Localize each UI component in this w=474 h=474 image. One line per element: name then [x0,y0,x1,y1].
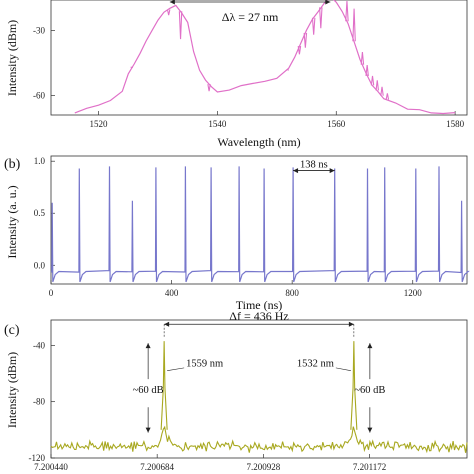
annotation-label: Δλ = 27 nm [222,10,279,24]
db-label: ~60 dB [133,385,164,396]
peak-label: 1532 nm [297,358,334,369]
spectral-spike [166,9,171,16]
x-tick-label: 7.201172 [353,462,386,472]
plot-frame-rf-spectrum [50,319,468,459]
plot-frame-spectrum [50,0,468,116]
x-tick-label: 1540 [208,119,227,129]
arrow-head [293,168,299,174]
y-tick-label: 1.0 [34,156,46,166]
annotation-period: 138 ns [293,160,335,174]
arrow-head [145,427,151,433]
series-spectrum [74,0,456,115]
spectral-spike [178,11,183,40]
arrow-head [348,321,354,327]
x-tick-label: 7.200928 [246,462,280,472]
arrow-head [164,321,170,327]
series-pulse-train [50,166,470,283]
arrow-head [367,427,373,433]
y-axis-label-spectrum: Intensity (dBm) [5,20,19,96]
series-rf-spectrum [50,341,468,454]
panel-label-b: (b) [4,157,21,172]
spectral-spike [297,45,302,55]
y-tick-label: -30 [33,25,45,35]
spectral-spike [360,52,365,65]
x-tick-label: 0 [49,288,54,298]
arrow-head [367,343,373,349]
y-tick-label: 0.5 [34,208,46,218]
spectral-spike [303,32,308,48]
chart-pulse-train: (b) 0 400 800 1200 1.0 0.5 0.0 138 ns Intensit… [4,155,470,312]
x-tick-label: 800 [285,288,299,298]
y-axis-label-rf-spectrum: Intensity (dBm) [5,352,19,428]
ticks-pulse-train: 0 400 800 1200 1.0 0.5 0.0 [34,156,422,298]
annotations-rf-spectrum: Δf = 436 Hz 1559 nm ~60 dB 1532 nm ~60 dB [133,309,385,433]
chart-rf-spectrum: (c) 7.200440 7.200684 7.200928 7.201172 -40 -… [4,309,468,472]
x-axis-label-pulse-train: Time (ns) [236,298,283,312]
x-tick-label: 400 [165,288,179,298]
spectral-spike [385,93,390,100]
y-tick-label: -60 [33,90,45,100]
y-tick-label: 0.0 [34,260,46,270]
arrow-head [325,0,331,5]
y-axis-label-pulse-train: Intensity (a. u.) [5,185,19,258]
spectral-spike [380,86,384,96]
plot-frame-pulse-train [50,155,468,285]
x-axis-label-spectrum: Wavelength (nm) [217,135,300,149]
x-tick-label: 7.200684 [140,462,174,472]
spectral-spike [311,17,316,35]
x-tick-label: 1560 [327,119,346,129]
spectral-spike [365,65,369,77]
spikes-spectrum [130,0,390,100]
peak-label-leader [335,367,351,371]
db-label: ~60 dB [354,385,385,396]
ticks-rf-spectrum: 7.200440 7.200684 7.200928 7.201172 -40 -80 -1… [29,340,387,472]
x-tick-label: 1580 [446,119,465,129]
spectral-spike [286,68,290,71]
panel-label-c: (c) [4,323,20,338]
peak-label: 1559 nm [186,358,223,369]
x-tick-label: 1200 [404,288,423,298]
y-tick-label: -80 [33,397,45,407]
x-tick-label: 1520 [90,119,109,129]
spectral-spike [207,84,211,92]
annotation-label: Δf = 436 Hz [229,309,288,323]
arrow-head [145,343,151,349]
ticks-spectrum: 1520 1540 1560 1580 -30 -60 [33,25,465,129]
y-tick-label: -120 [29,453,46,463]
annotation-label: 138 ns [300,160,328,171]
arrow-head [329,168,335,174]
spectral-spike [352,8,356,42]
chart-spectrum: 1520 1540 1560 1580 -30 -60 Δλ = 27 nm Intens… [5,0,468,149]
annotation-delta-lambda: Δλ = 27 nm [169,0,331,24]
spectral-spike [370,75,375,86]
spectral-spike [319,7,323,29]
y-tick-label: -40 [33,340,45,350]
spectral-spike [375,80,380,91]
spectral-spike [345,0,349,22]
arrow-head [169,0,175,5]
peak-label-leader [167,367,185,371]
x-tick-label: 7.200440 [34,462,68,472]
